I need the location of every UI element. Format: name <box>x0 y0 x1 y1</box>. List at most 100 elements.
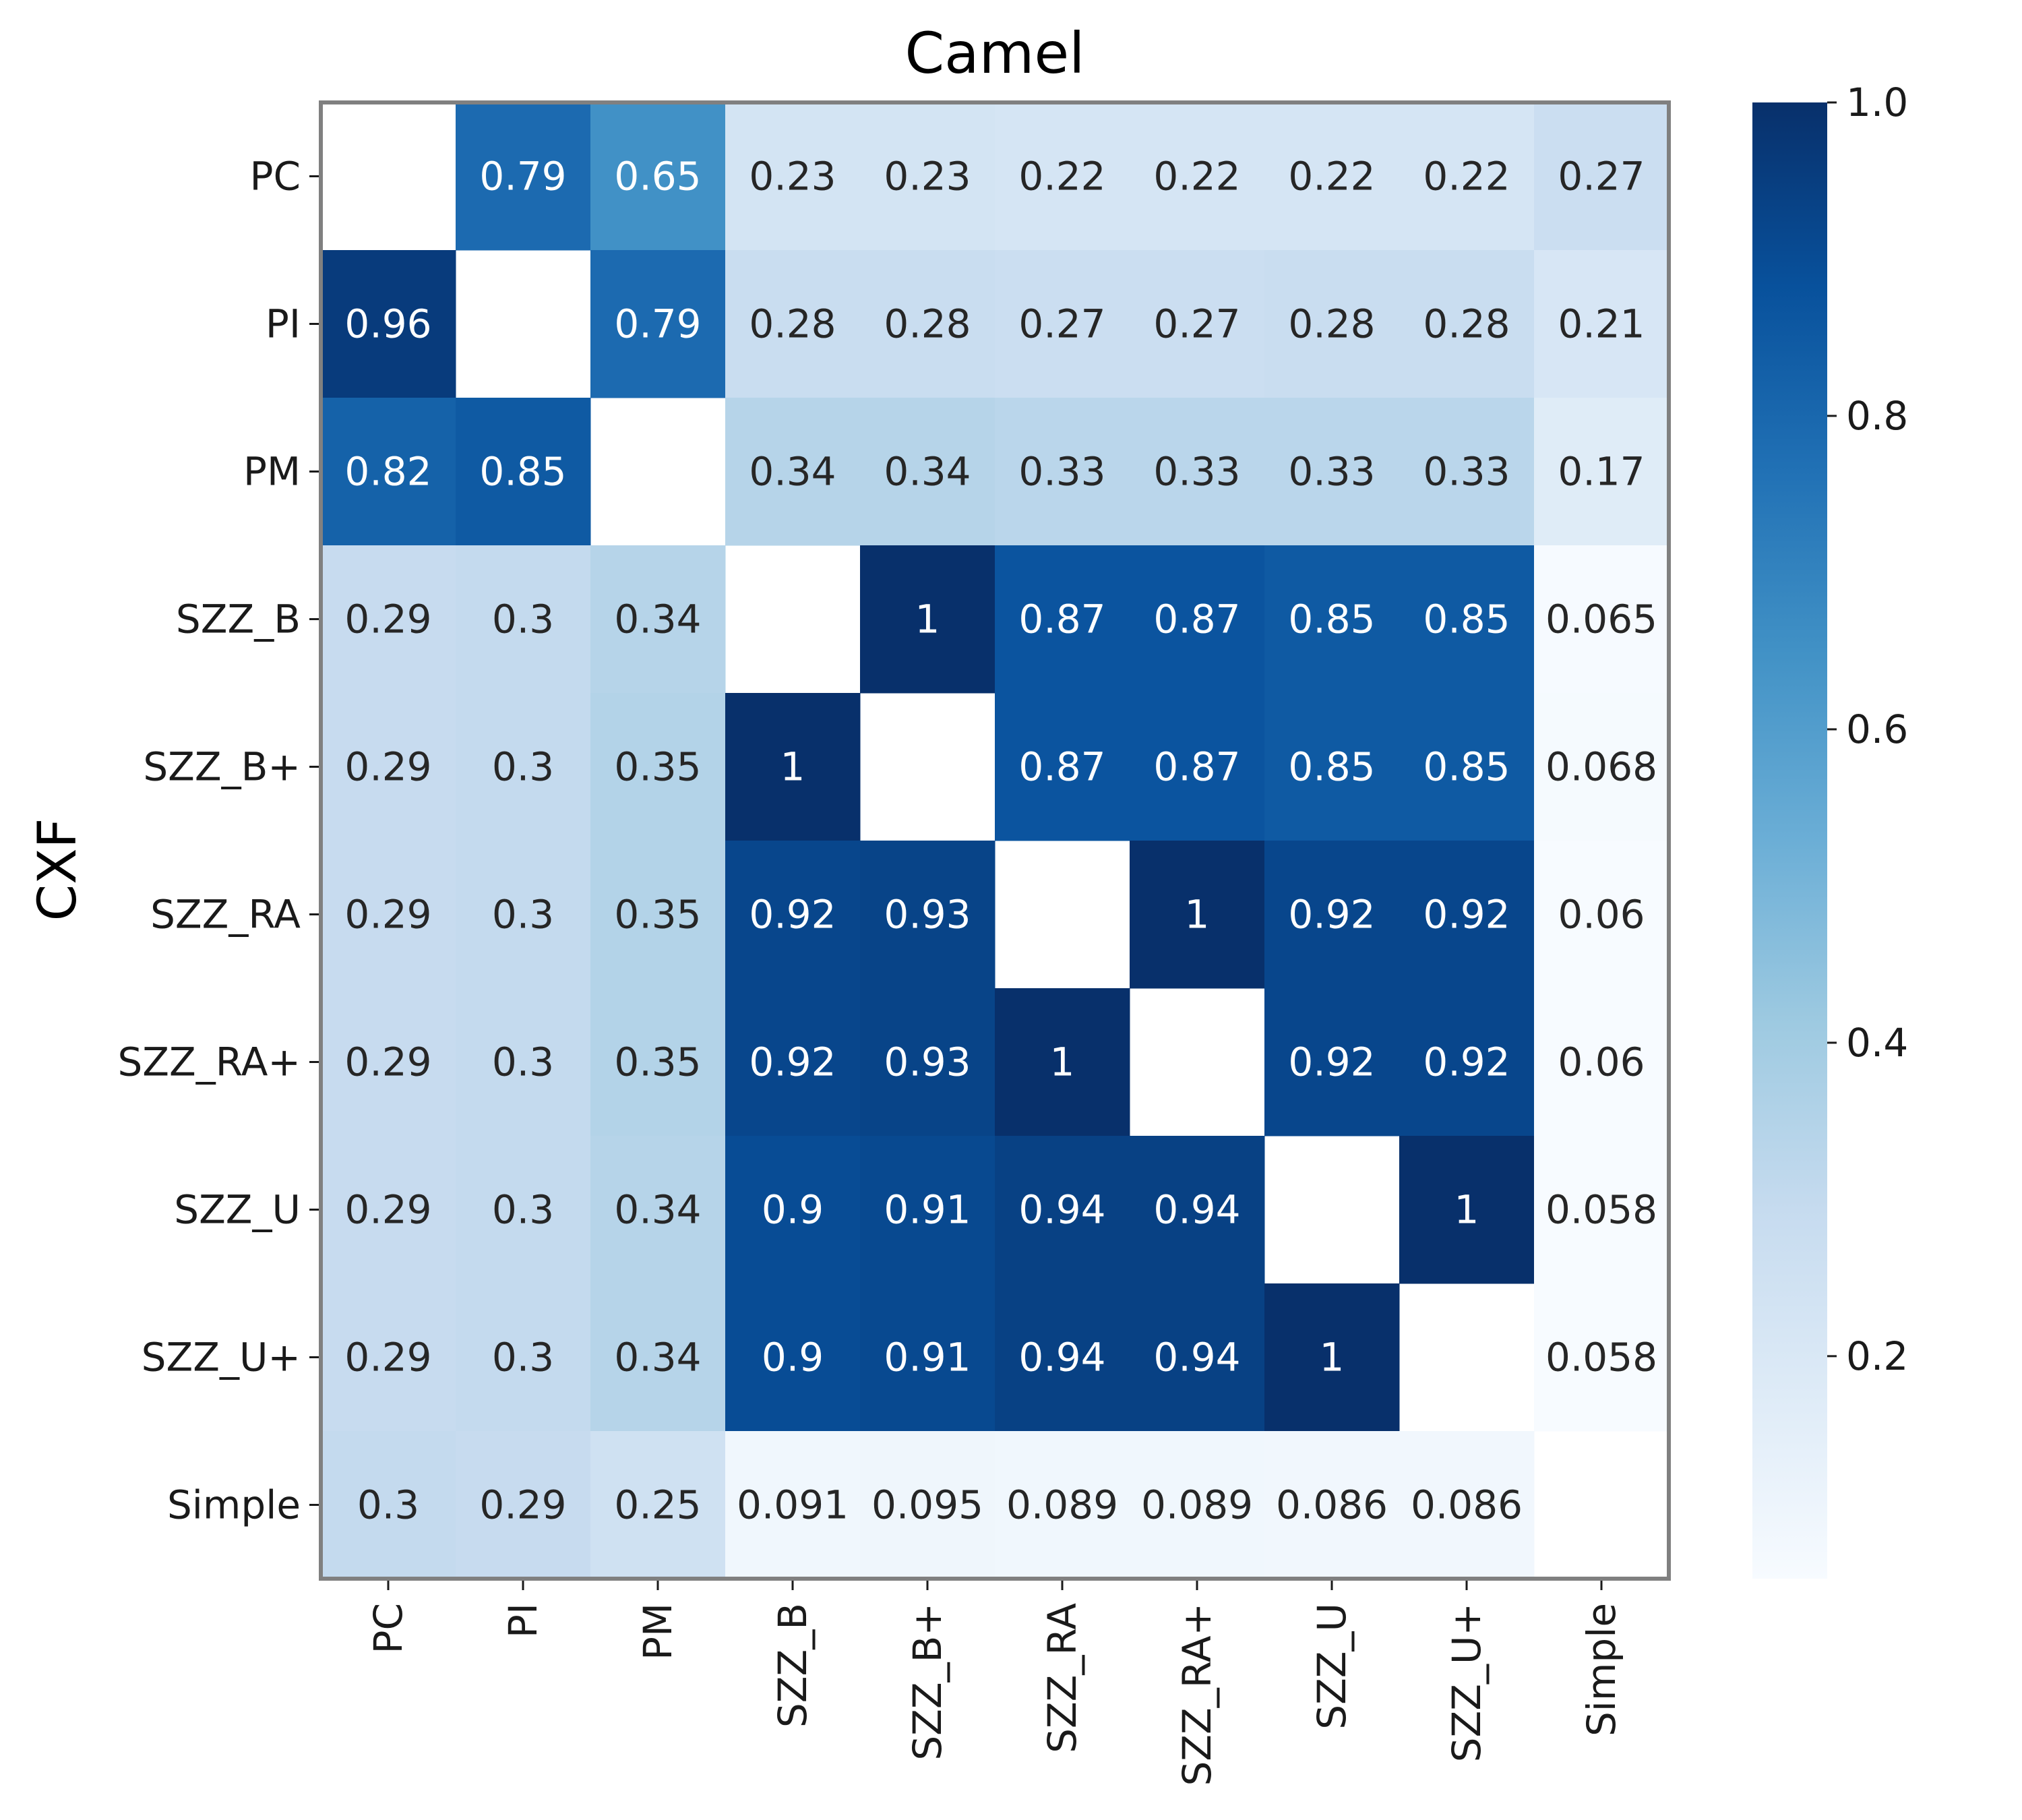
cell-value-label: 0.91 <box>884 1335 971 1381</box>
heatmap-cell <box>860 1136 995 1284</box>
cell-value-label: 0.3 <box>492 744 554 790</box>
heatmap-cell <box>1130 1136 1265 1284</box>
heatmap-cell <box>321 1283 456 1432</box>
heatmap-cell <box>590 1431 726 1579</box>
colorbar <box>1752 102 1827 1579</box>
heatmap-cell <box>1534 1136 1669 1284</box>
heatmap-cell <box>995 102 1130 251</box>
y-tick-label: PM <box>243 449 301 495</box>
cell-value-label: 0.93 <box>884 892 971 938</box>
heatmap-cell <box>456 102 591 251</box>
heatmap-cell <box>321 1136 456 1284</box>
heatmap-cells <box>321 102 1669 1579</box>
y-tick-label: SZZ_U <box>174 1187 301 1233</box>
cell-value-label: 0.091 <box>737 1482 849 1528</box>
cell-value-label: 0.35 <box>614 1039 701 1085</box>
heatmap-cell <box>1534 1283 1669 1432</box>
cell-value-label: 0.086 <box>1411 1482 1523 1528</box>
cell-value-label: 0.79 <box>614 301 701 347</box>
heatmap-cell <box>1130 545 1265 694</box>
cell-value-label: 0.068 <box>1545 744 1657 790</box>
heatmap-cell <box>1130 398 1265 546</box>
heatmap-cell <box>1399 1136 1535 1284</box>
heatmap-cell <box>1264 250 1400 398</box>
heatmap-cell <box>860 988 995 1136</box>
heatmap-cell <box>860 841 995 989</box>
cell-value-label: 0.92 <box>1423 1039 1510 1085</box>
heatmap-cell <box>456 1283 591 1432</box>
heatmap-cell <box>1534 693 1669 841</box>
heatmap-cell <box>1399 545 1535 694</box>
heatmap-cell <box>590 545 726 694</box>
x-tick-label: PM <box>635 1603 681 1660</box>
cell-value-label: 0.086 <box>1276 1482 1388 1528</box>
heatmap-cell <box>1130 841 1265 989</box>
cell-value-label: 0.27 <box>1018 301 1105 347</box>
colorbar-ticks: 0.2 0.4 0.6 0.8 1.0 <box>1827 80 1908 1379</box>
cell-value-label: 0.85 <box>1423 744 1510 790</box>
heatmap-cell <box>725 1431 861 1579</box>
heatmap-cell <box>995 545 1130 694</box>
cell-value-label: 1 <box>780 744 805 790</box>
heatmap-cell <box>1534 841 1669 989</box>
cell-value-label: 0.29 <box>344 1187 431 1233</box>
cell-value-label: 0.22 <box>1018 154 1105 200</box>
cell-value-label: 0.87 <box>1018 744 1105 790</box>
cell-value-label: 0.94 <box>1018 1187 1105 1233</box>
heatmap-cell <box>590 102 726 251</box>
cell-value-label: 0.87 <box>1153 744 1240 790</box>
cell-value-label: 0.87 <box>1153 597 1240 642</box>
cell-value-label: 1 <box>1454 1187 1479 1233</box>
cell-value-label: 1 <box>915 597 940 642</box>
heatmap-cell <box>860 1431 995 1579</box>
cell-value-label: 0.85 <box>1288 597 1375 642</box>
cell-value-label: 0.85 <box>479 449 566 495</box>
y-tick-label: SZZ_RA+ <box>117 1039 301 1085</box>
cell-value-label: 0.92 <box>1288 1039 1375 1085</box>
heatmap-cell <box>321 1431 456 1579</box>
cell-value-label: 0.27 <box>1558 154 1645 200</box>
y-tick-label: SZZ_RA <box>150 892 301 938</box>
heatmap-cell <box>860 250 995 398</box>
x-axis-ticks: PC PI PM SZZ_B SZZ_B+ SZZ_RA SZZ_RA+ SZZ_U SZZ_U… <box>365 1581 1624 1786</box>
cell-value-label: 0.058 <box>1545 1335 1657 1381</box>
heatmap-cell <box>995 250 1130 398</box>
heatmap-cell <box>1534 250 1669 398</box>
cell-value-label: 0.28 <box>749 301 836 347</box>
heatmap-cell <box>1399 988 1535 1136</box>
y-axis-ticks: PC PI PM SZZ_B SZZ_B+ SZZ_RA SZZ_RA+ SZZ_U SZZ_U… <box>117 154 319 1528</box>
heatmap-cell <box>321 545 456 694</box>
cell-value-label: 0.33 <box>1288 449 1375 495</box>
heatmap-cell <box>725 841 861 989</box>
cell-value-label: 0.21 <box>1558 301 1645 347</box>
heatmap-cell <box>860 398 995 546</box>
cell-value-label: 0.28 <box>1288 301 1375 347</box>
cell-value-label: 0.065 <box>1545 597 1657 642</box>
heatmap-cell <box>1264 545 1400 694</box>
heatmap-cell <box>995 398 1130 546</box>
heatmap-cell <box>860 545 995 694</box>
cell-value-label: 0.22 <box>1153 154 1240 200</box>
heatmap-cell <box>590 1283 726 1432</box>
heatmap-cell <box>1399 693 1535 841</box>
heatmap-cell <box>1534 102 1669 251</box>
heatmap-cell <box>1399 841 1535 989</box>
cell-value-label: 0.058 <box>1545 1187 1657 1233</box>
colorbar-tick-label: 0.4 <box>1846 1020 1908 1066</box>
heatmap-cell <box>995 1283 1130 1432</box>
cell-value-label: 0.96 <box>344 301 431 347</box>
heatmap-cell <box>995 693 1130 841</box>
colorbar-tick-label: 0.6 <box>1846 706 1908 752</box>
cell-value-label: 0.87 <box>1018 597 1105 642</box>
heatmap-cell <box>1130 102 1265 251</box>
heatmap-cell <box>725 1283 861 1432</box>
cell-value-label: 0.17 <box>1558 449 1645 495</box>
y-tick-label: SZZ_B+ <box>143 744 301 790</box>
cell-value-label: 1 <box>1050 1039 1075 1085</box>
heatmap-cell <box>1399 250 1535 398</box>
heatmap-cell <box>321 841 456 989</box>
cell-value-label: 0.65 <box>614 154 701 200</box>
heatmap-cell <box>725 1136 861 1284</box>
cell-value-label: 0.29 <box>479 1482 566 1528</box>
x-tick-label: SZZ_B+ <box>905 1603 950 1761</box>
